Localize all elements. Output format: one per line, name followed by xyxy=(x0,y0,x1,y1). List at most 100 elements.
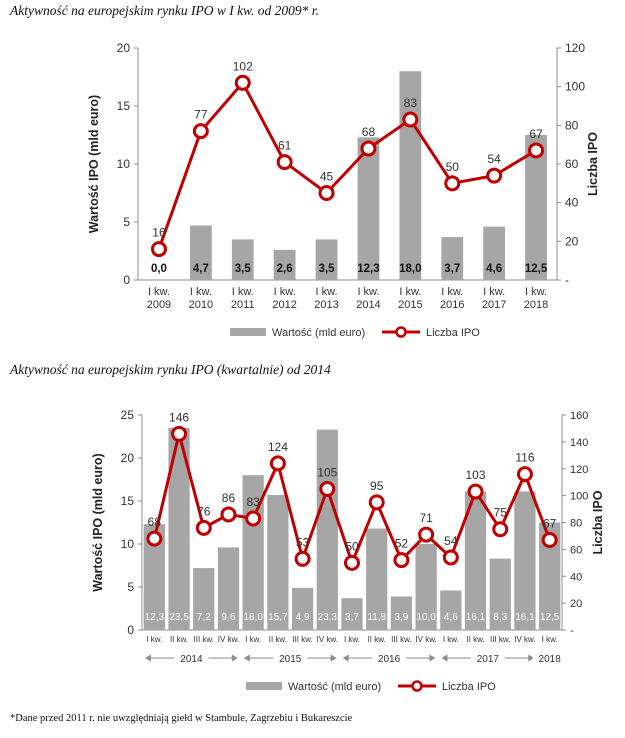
bar-value-label: 8,3 xyxy=(493,612,507,623)
left-tick-label: 5 xyxy=(123,215,130,229)
ipo-count-label: 52 xyxy=(395,537,409,551)
year-group-label: 2016 xyxy=(378,654,401,665)
right-tick-label: 40 xyxy=(565,196,579,210)
category-label: 2015 xyxy=(398,299,422,311)
ipo-count-label: 116 xyxy=(515,451,534,465)
ipo-count-label: 71 xyxy=(419,511,433,525)
category-label: 2009 xyxy=(147,299,171,311)
bar-value-label: 4,6 xyxy=(444,612,458,623)
bar-value-label: 11,8 xyxy=(367,612,386,623)
left-tick-label: 5 xyxy=(127,580,134,594)
value-bar xyxy=(316,429,338,630)
value-bar xyxy=(189,225,212,280)
bar-value-label: 3,9 xyxy=(394,612,408,623)
ipo-count-label: 61 xyxy=(278,139,292,153)
ipo-count-label: 103 xyxy=(466,468,486,482)
year-group-label-bg xyxy=(470,651,505,665)
bar-value-label: 4,9 xyxy=(296,612,310,623)
left-tick-label: 10 xyxy=(117,157,131,171)
year-group-arrow-right xyxy=(231,654,238,662)
ipo-count-label: 50 xyxy=(446,160,460,174)
ipo-count-label: 67 xyxy=(529,127,543,141)
value-bar xyxy=(273,249,296,280)
year-group-label: 2017 xyxy=(477,654,500,665)
year-group-label-bg xyxy=(174,651,209,665)
legend-line-label: Liczba IPO xyxy=(442,681,496,693)
year-group-label: 2018 xyxy=(539,654,562,665)
category-label: IV kw. xyxy=(317,635,338,644)
bar-value-label: 3,7 xyxy=(345,612,359,623)
bar-value-label: 12,5 xyxy=(525,263,548,275)
ipo-count-marker xyxy=(276,154,293,171)
ipo-count-label: 83 xyxy=(404,96,418,110)
right-tick-label: 160 xyxy=(570,410,588,422)
bar-value-label: 3,7 xyxy=(444,263,460,275)
bar-value-label: 16,1 xyxy=(466,612,486,623)
value-bar xyxy=(440,590,462,630)
bar-value-label: 4,6 xyxy=(486,263,502,275)
bar-value-label: 23,3 xyxy=(318,612,338,623)
category-label: II kw. xyxy=(269,635,287,644)
category-label: I kw. xyxy=(357,286,379,298)
category-label: 2013 xyxy=(314,299,338,311)
ipo-count-marker xyxy=(294,550,311,567)
value-bar xyxy=(390,596,413,630)
category-label: 2017 xyxy=(482,299,506,311)
legend-bar-label: Wartość (mld euro) xyxy=(272,327,365,339)
category-label: I kw. xyxy=(274,286,296,298)
value-bar xyxy=(539,522,561,630)
value-bar xyxy=(168,427,190,630)
category-label: 2010 xyxy=(189,299,213,311)
ipo-count-marker xyxy=(541,531,558,548)
bar-value-label: 9,6 xyxy=(222,612,236,623)
left-tick-label: 0 xyxy=(127,623,134,637)
category-label: I kw. xyxy=(344,635,360,644)
ipo-count-label: 105 xyxy=(317,465,337,479)
chart-2-quarterly-ipo: 0 5 10 15 20 25 - 20 40 60 80 100 120 140 160 Wartość I… xyxy=(91,408,605,693)
ipo-count-marker xyxy=(516,466,533,483)
year-group-arrow-left xyxy=(342,654,349,662)
year-group-arrow-left xyxy=(441,654,448,662)
category-label: IV kw. xyxy=(514,635,535,644)
category-label: II kw. xyxy=(170,635,188,644)
ipo-count-marker xyxy=(171,425,188,442)
category-label: IV kw. xyxy=(415,635,436,644)
ipo-count-marker xyxy=(360,140,377,157)
ipo-count-marker xyxy=(368,494,385,511)
ipo-count-label: 54 xyxy=(487,152,501,166)
ipo-count-marker xyxy=(402,111,419,128)
ipo-count-marker xyxy=(220,506,237,523)
ipo-count-marker xyxy=(344,554,360,571)
year-group-label: 2015 xyxy=(279,654,302,665)
ipo-count-label: 67 xyxy=(543,516,557,530)
category-label: 2018 xyxy=(524,299,548,311)
right-tick-label: 100 xyxy=(565,80,585,94)
legend-bar-swatch xyxy=(230,328,266,336)
right-tick-label: 60 xyxy=(565,157,579,171)
ipo-count-label: 86 xyxy=(222,491,236,505)
category-label: I kw. xyxy=(232,286,254,298)
ipo-count-label: 45 xyxy=(320,170,334,184)
bar-value-label: 2,6 xyxy=(277,263,293,275)
ipo-count-label: 146 xyxy=(169,410,189,424)
y-axis-title: Wartość IPO (mld euro) xyxy=(91,453,105,591)
ipo-count-marker xyxy=(418,526,435,543)
right-tick-label: 120 xyxy=(570,464,588,476)
right-tick-label: 80 xyxy=(565,118,579,132)
category-label: I kw. xyxy=(245,635,261,644)
left-tick-label: 15 xyxy=(117,99,131,113)
category-label: 2012 xyxy=(272,299,296,311)
category-label: I kw. xyxy=(146,635,162,644)
ipo-count-marker xyxy=(150,241,167,258)
bar-value-label: 3,5 xyxy=(235,263,252,275)
right-tick-label: - xyxy=(565,273,569,287)
left-tick-label: 0 xyxy=(123,273,130,287)
year-group-arrow-right xyxy=(429,654,436,662)
year-group-label: 2014 xyxy=(180,654,203,665)
bar-value-label: 12,5 xyxy=(540,612,560,623)
year-group-arrow-right xyxy=(330,654,337,662)
year-group-label-bg xyxy=(372,651,407,665)
value-bar xyxy=(267,494,289,630)
ipo-count-marker xyxy=(444,175,461,192)
ipo-count-marker xyxy=(234,74,251,91)
